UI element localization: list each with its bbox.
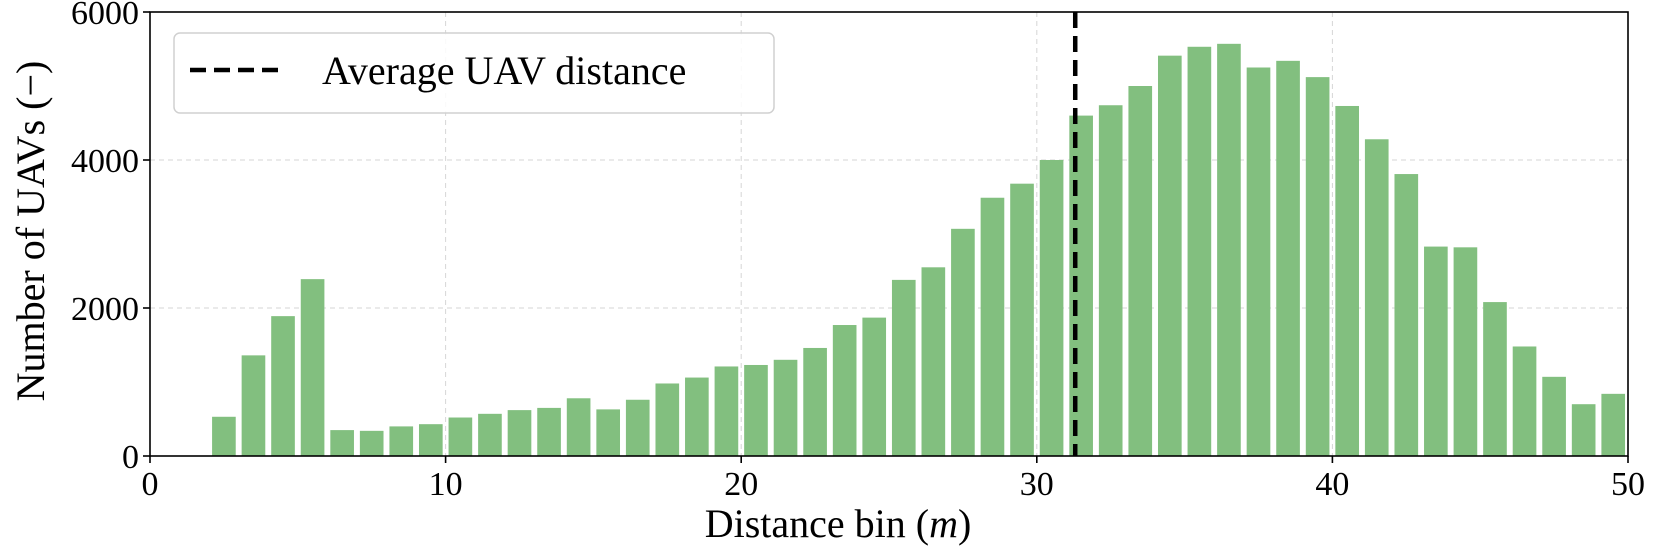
- bar: [832, 325, 857, 456]
- bar: [685, 377, 709, 456]
- bar: [803, 347, 827, 456]
- bar: [744, 364, 768, 456]
- bar: [1394, 174, 1419, 456]
- bar: [271, 316, 295, 456]
- bar: [714, 366, 739, 456]
- bar: [1335, 105, 1360, 456]
- bar: [1305, 77, 1330, 457]
- x-tick-label: 20: [724, 466, 758, 503]
- bar: [241, 355, 266, 456]
- x-axis-title: Distance bin (m): [705, 501, 972, 546]
- bar: [448, 417, 473, 456]
- bar: [1601, 393, 1626, 456]
- bar: [478, 413, 502, 456]
- y-tick-label: 4000: [71, 143, 139, 180]
- y-axis-title: Number of UAVs (−): [8, 61, 53, 402]
- bar: [507, 410, 532, 456]
- bar: [1246, 67, 1271, 456]
- bar: [1542, 376, 1566, 456]
- bar: [625, 399, 650, 456]
- bar: [566, 398, 591, 456]
- bar: [1364, 139, 1389, 456]
- y-tick-label: 6000: [71, 0, 139, 32]
- bar: [1453, 247, 1478, 456]
- axis-ticks: 0 10 20 30 40 50 0 2000 4000 6000: [71, 0, 1645, 503]
- x-axis-title-close: ): [958, 501, 971, 546]
- bar: [862, 317, 887, 456]
- x-tick-label: 50: [1611, 466, 1645, 503]
- bar: [1424, 246, 1448, 456]
- plot-frame: [149, 11, 1629, 457]
- bar: [1276, 60, 1300, 457]
- x-tick-label: 30: [1020, 466, 1054, 503]
- bar: [891, 279, 916, 456]
- bar: [1128, 86, 1153, 456]
- legend-label: Average UAV distance: [322, 48, 686, 93]
- y-tick-label: 2000: [71, 291, 139, 328]
- bar: [300, 279, 325, 456]
- bar: [773, 359, 798, 456]
- bar: [1217, 43, 1241, 456]
- bar: [655, 383, 680, 456]
- x-tick-label: 40: [1315, 466, 1349, 503]
- bar: [1039, 160, 1064, 456]
- legend-box: [173, 32, 775, 114]
- bar: [1571, 404, 1596, 456]
- bars: [212, 43, 1626, 457]
- bar: [537, 407, 561, 456]
- bar: [359, 430, 384, 456]
- bar: [921, 267, 946, 456]
- bar: [1098, 105, 1123, 457]
- bar: [389, 426, 414, 456]
- x-axis-title-unit: m: [929, 501, 958, 546]
- x-axis-title-text: Distance bin (: [705, 501, 929, 546]
- bar: [1069, 115, 1093, 456]
- bar: [1187, 46, 1212, 456]
- bar: [980, 197, 1005, 457]
- bar: [418, 424, 443, 456]
- bar: [1010, 183, 1034, 456]
- x-tick-label: 10: [429, 466, 463, 503]
- bar: [1512, 346, 1537, 456]
- bar: [951, 228, 975, 456]
- bar: [212, 416, 236, 456]
- bar: [596, 409, 621, 456]
- x-tick-label: 0: [142, 466, 159, 503]
- legend: Average UAV distance: [173, 32, 775, 114]
- bar: [330, 430, 354, 456]
- bar: [1483, 302, 1507, 456]
- y-tick-label: 0: [122, 439, 139, 476]
- bar: [1157, 55, 1182, 456]
